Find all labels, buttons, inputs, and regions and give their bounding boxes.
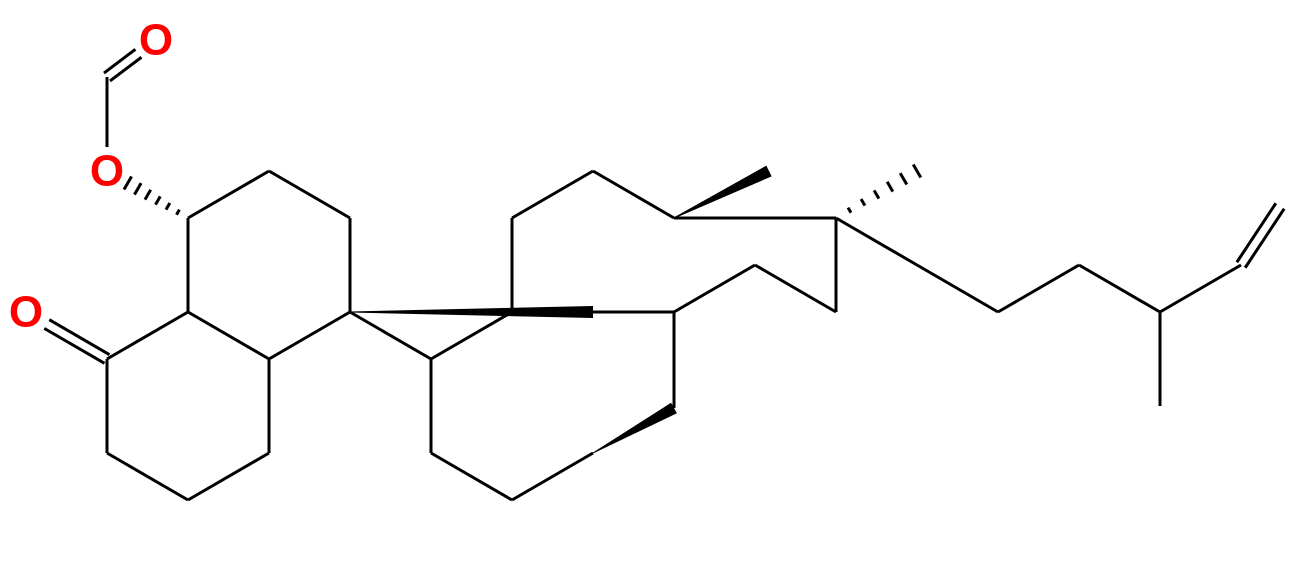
bond-wedge-up bbox=[593, 403, 677, 454]
bond-single bbox=[836, 218, 917, 265]
bond-single bbox=[917, 265, 998, 312]
bond-wedge-down bbox=[848, 165, 921, 213]
bond-wedge-up bbox=[674, 166, 772, 219]
bond-single bbox=[1079, 265, 1160, 312]
bond-double bbox=[104, 49, 135, 73]
bond-single bbox=[512, 453, 593, 500]
atom-O: O bbox=[9, 288, 43, 337]
bond-single bbox=[431, 453, 512, 500]
atom-O: O bbox=[139, 16, 173, 65]
bond-single bbox=[107, 453, 188, 500]
bond-single bbox=[674, 265, 755, 312]
bond-single bbox=[188, 453, 269, 500]
bond-single bbox=[188, 312, 269, 359]
bond-single bbox=[431, 312, 512, 359]
bond-single bbox=[350, 312, 431, 359]
bond-single bbox=[107, 312, 188, 359]
bond-single bbox=[512, 171, 593, 218]
bond-single bbox=[1160, 265, 1241, 312]
bond-single bbox=[188, 171, 269, 218]
molecule-diagram: O O O bbox=[0, 0, 1315, 564]
bond-wedge-down bbox=[124, 177, 179, 215]
atom-O: O bbox=[90, 147, 124, 196]
bond-single bbox=[269, 312, 350, 359]
bond-single bbox=[755, 265, 836, 312]
bond-single bbox=[593, 171, 674, 218]
bond-double bbox=[110, 57, 141, 81]
bond-single bbox=[269, 171, 350, 218]
bond-single bbox=[998, 265, 1079, 312]
